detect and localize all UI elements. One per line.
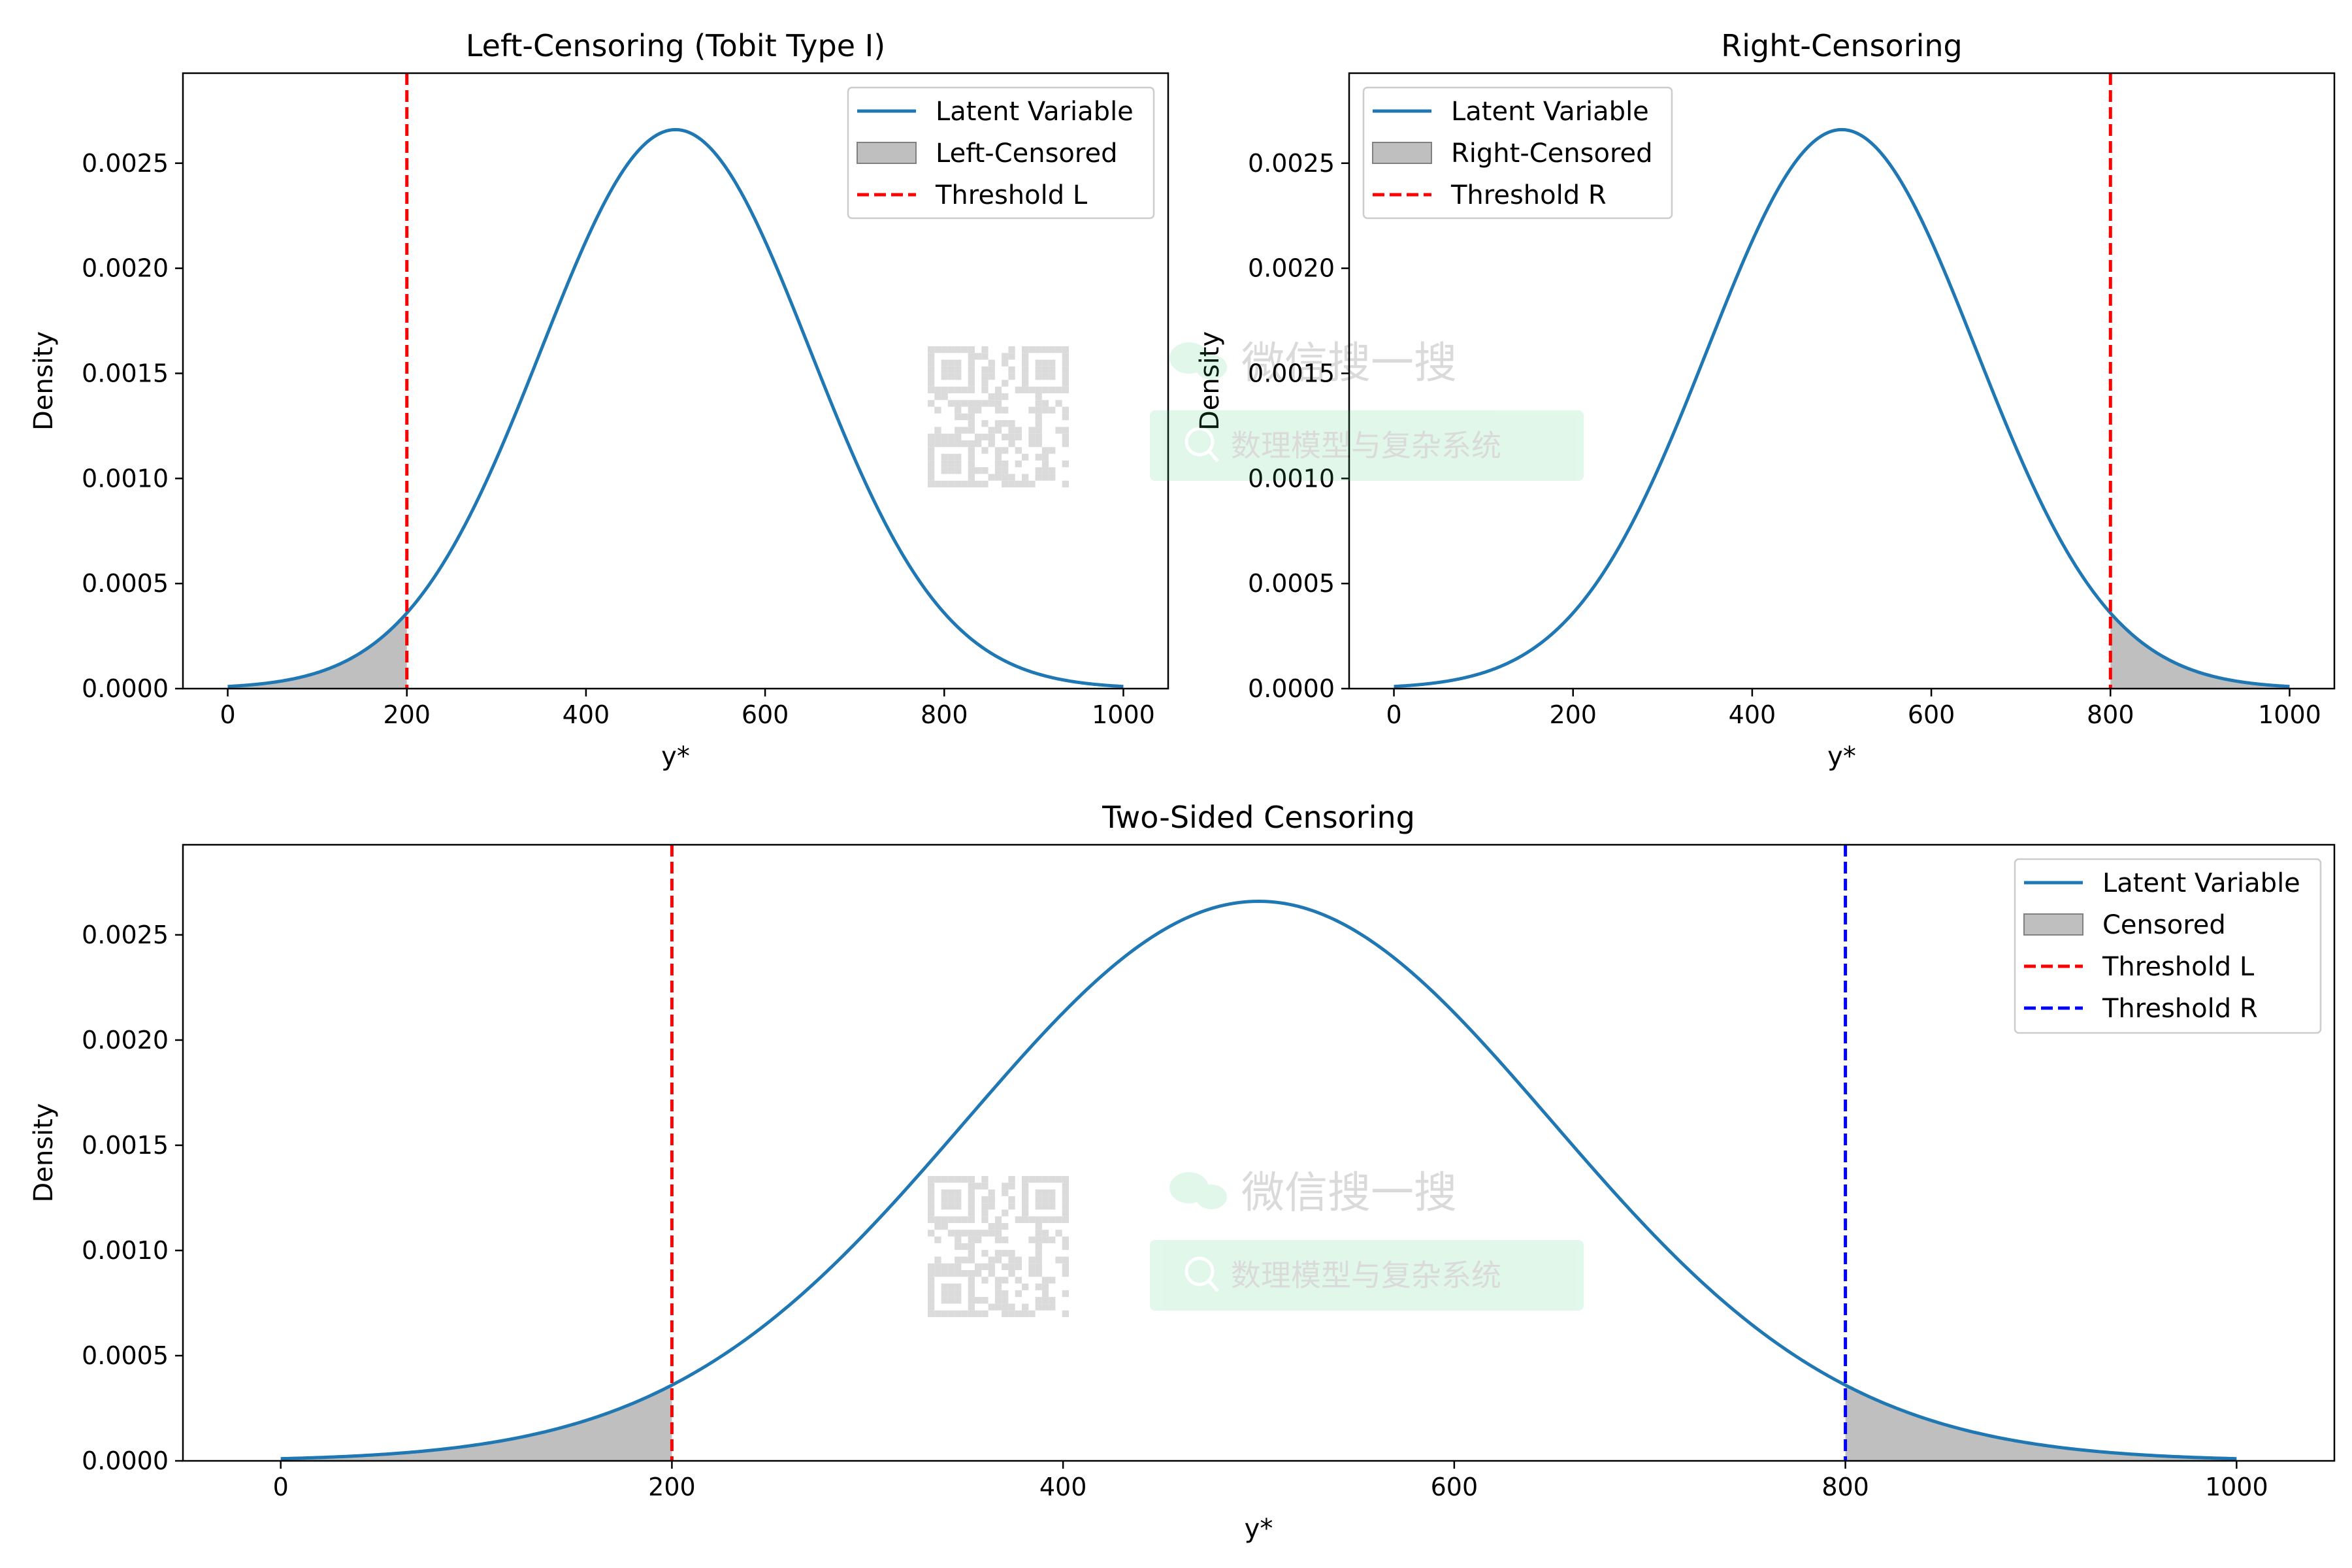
legend-label: Latent Variable	[1451, 97, 1649, 127]
legend-label: Threshold L	[935, 180, 1088, 210]
x-tick-label: 1000	[2258, 700, 2321, 729]
watermark-account: 数理模型与复杂系统	[1231, 428, 1501, 463]
y-tick-label: 0.0010	[82, 1236, 169, 1265]
plot-frame	[182, 72, 1169, 690]
y-tick-label: 0.0025	[82, 149, 169, 178]
y-tick-label: 0.0015	[82, 1131, 169, 1160]
y-tick-label: 0.0025	[82, 921, 169, 949]
legend: Latent Variable Left-Censored Threshold L	[847, 86, 1155, 220]
watermark-account: 数理模型与复杂系统	[1231, 1258, 1501, 1293]
latent-variable-curve	[280, 900, 2237, 1461]
watermark-brand: 微信搜一搜	[1241, 338, 1457, 388]
charts-layer: 0 200 400 600 800 1000 0.0000 0.0005 0.0010 0.001…	[29, 28, 2336, 1544]
legend-label: Left-Censored	[936, 139, 1117, 169]
x-tick-label: 600	[1908, 700, 1955, 729]
legend: Latent Variable Censored Threshold L Thresh…	[2014, 858, 2322, 1034]
y-axis-label: Density	[1195, 331, 1225, 431]
y-tick-label: 0.0020	[82, 1026, 169, 1054]
chart-title: Two-Sided Censoring	[1102, 800, 1415, 835]
watermark-search-box	[1150, 1240, 1584, 1311]
x-tick-label: 600	[1431, 1473, 1478, 1501]
chart-panel-3: 0 200 400 600 800 1000 0.0000 0.0005 0.0010 0.001…	[29, 800, 2336, 1544]
y-tick-label: 0.0005	[82, 569, 169, 598]
x-tick-label: 400	[1039, 1473, 1087, 1501]
legend-box	[1362, 86, 1673, 220]
x-tick-label: 800	[1821, 1473, 1869, 1501]
legend-label: Right-Censored	[1451, 139, 1653, 169]
legend-box	[847, 86, 1155, 220]
censored-region-1	[2110, 613, 2290, 689]
x-tick-label: 600	[742, 700, 789, 729]
y-tick-label: 0.0005	[1248, 569, 1335, 598]
x-tick-label: 200	[1549, 700, 1597, 729]
x-tick-label: 400	[1729, 700, 1776, 729]
y-tick-label: 0.0000	[82, 1446, 169, 1475]
censored-region-1	[280, 1385, 672, 1461]
legend-fill-handle	[857, 142, 917, 164]
qr-code-icon	[928, 346, 1069, 487]
latent-variable-curve	[227, 127, 1124, 689]
plot-frame	[182, 843, 2336, 1462]
x-axis-label: y*	[1245, 1514, 1273, 1544]
search-icon	[1184, 427, 1219, 463]
legend-label: Threshold R	[1450, 180, 1607, 210]
x-tick-label: 400	[563, 700, 610, 729]
chart-panel-1: 0 200 400 600 800 1000 0.0000 0.0005 0.0010 0.001…	[29, 28, 1169, 772]
y-tick-label: 0.0025	[1248, 149, 1335, 178]
y-tick-label: 0.0010	[82, 464, 169, 493]
wechat-logo-icon	[1169, 342, 1227, 380]
legend-fill-handle	[1372, 142, 1432, 164]
censored-region-2	[1845, 1385, 2237, 1461]
qr-code-icon	[928, 1176, 1069, 1317]
x-tick-label: 800	[921, 700, 968, 729]
legend-label: Censored	[2102, 910, 2226, 940]
chart-title: Right-Censoring	[1721, 28, 1962, 63]
chart-panel-2: 0 200 400 600 800 1000 0.0000 0.0005 0.0010 0.001…	[1195, 28, 2336, 772]
x-tick-label: 0	[220, 700, 235, 729]
x-tick-label: 800	[2087, 700, 2134, 729]
y-tick-label: 0.0020	[1248, 254, 1335, 283]
x-tick-label: 200	[648, 1473, 696, 1501]
x-tick-label: 1000	[2205, 1473, 2268, 1501]
y-tick-label: 0.0005	[82, 1341, 169, 1370]
chart-title: Left-Censoring (Tobit Type I)	[466, 28, 885, 63]
watermark-brand: 微信搜一搜	[1241, 1168, 1457, 1218]
y-tick-label: 0.0015	[1248, 359, 1335, 387]
wechat-logo-icon	[1169, 1172, 1227, 1209]
x-axis-label: y*	[661, 742, 690, 772]
x-tick-label: 0	[273, 1473, 289, 1501]
legend-label: Latent Variable	[936, 97, 1134, 127]
y-tick-label: 0.0000	[82, 674, 169, 703]
y-axis-label: Density	[29, 1103, 59, 1202]
legend-label: Threshold R	[2102, 994, 2258, 1024]
y-axis-label: Density	[29, 331, 59, 431]
x-axis-label: y*	[1827, 742, 1856, 772]
censored-region-1	[227, 613, 407, 689]
x-tick-label: 0	[1386, 700, 1401, 729]
y-tick-label: 0.0015	[82, 359, 169, 387]
legend: Latent Variable Right-Censored Threshold R	[1362, 86, 1673, 220]
latent-variable-curve	[1394, 127, 2290, 689]
legend-box	[2014, 858, 2322, 1034]
y-tick-label: 0.0000	[1248, 674, 1335, 703]
y-tick-label: 0.0020	[82, 254, 169, 283]
x-tick-label: 1000	[1092, 700, 1155, 729]
legend-label: Latent Variable	[2102, 868, 2300, 898]
legend-fill-handle	[2023, 913, 2083, 936]
y-tick-label: 0.0010	[1248, 464, 1335, 493]
watermark-search-box	[1150, 410, 1584, 481]
search-icon	[1184, 1256, 1219, 1292]
plot-frame	[1348, 72, 2336, 690]
legend-label: Threshold L	[2102, 952, 2255, 982]
x-tick-label: 200	[383, 700, 431, 729]
